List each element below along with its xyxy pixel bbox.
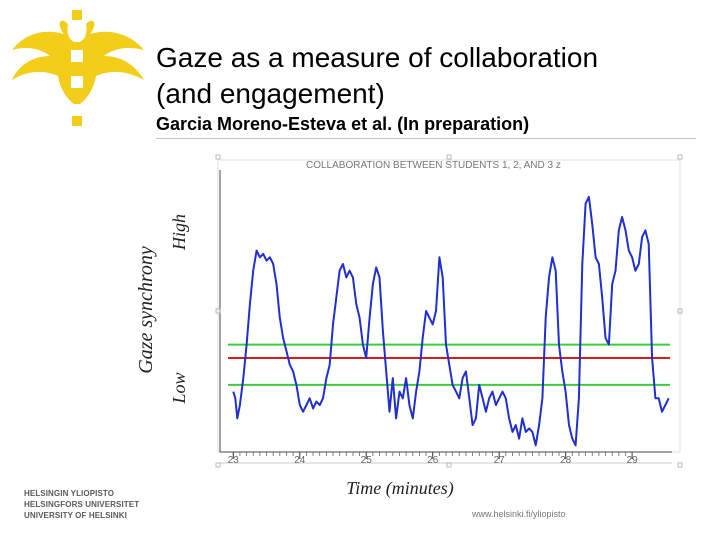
flame-logo-svg — [12, 10, 144, 126]
slide-title-line-2: (and engagement) — [156, 78, 385, 109]
frame-handle-ml — [215, 308, 221, 314]
chart-title: COLLABORATION BETWEEN STUDENTS 1, 2, AND… — [306, 160, 561, 171]
y-axis-label: Gaze synchrony — [135, 246, 157, 374]
x-ticks: 23 24 25 26 27 28 29 — [228, 452, 638, 466]
logo-flame-shape — [12, 20, 144, 104]
frame-handle-tl — [215, 154, 221, 160]
series-line-0 — [232, 195, 670, 447]
university-name-sv: HELSINGFORS UNIVERSITET — [24, 500, 140, 509]
logo-square-bottom — [72, 116, 82, 126]
university-name-fi: HELSINGIN YLIOPISTO — [24, 489, 115, 498]
x-tick-label: 29 — [627, 455, 639, 466]
frame-handle-br — [677, 462, 683, 468]
x-axis-label: Time (minutes) — [346, 478, 454, 499]
frame-handle-bl — [215, 462, 221, 468]
frame-handle-tc — [446, 154, 452, 160]
university-wordmark: HELSINGIN YLIOPISTO HELSINGFORS UNIVERSI… — [24, 488, 139, 521]
series-layer — [232, 195, 670, 447]
frame-handle-mr — [677, 308, 683, 314]
x-tick-label: 26 — [427, 455, 439, 466]
slide-title: Gaze as a measure of collaboration (and … — [156, 40, 716, 112]
logo-window-bottom — [71, 76, 83, 88]
x-tick-label: 25 — [361, 455, 373, 466]
slide-title-line-1: Gaze as a measure of collaboration — [156, 42, 599, 73]
helsinki-flame-logo — [4, 4, 154, 149]
x-tick-label: 23 — [228, 455, 240, 466]
logo-window-top — [71, 50, 83, 62]
x-tick-label: 28 — [560, 455, 572, 466]
x-tick-label: 24 — [294, 455, 306, 466]
y-low-label: Low — [169, 372, 189, 404]
x-tick-label: 27 — [494, 455, 506, 466]
logo-square-top — [72, 10, 82, 20]
frame-handle-bc — [446, 462, 452, 468]
header-divider — [156, 138, 696, 139]
y-high-label: High — [169, 214, 189, 251]
footer-url[interactable]: www.helsinki.fi/yliopisto — [472, 509, 566, 519]
slide-subtitle: Garcia Moreno-Esteva et al. (In preparat… — [156, 114, 530, 134]
frame-handle-tr — [677, 154, 683, 160]
university-name-en: UNIVERSITY OF HELSINKI — [24, 511, 127, 520]
